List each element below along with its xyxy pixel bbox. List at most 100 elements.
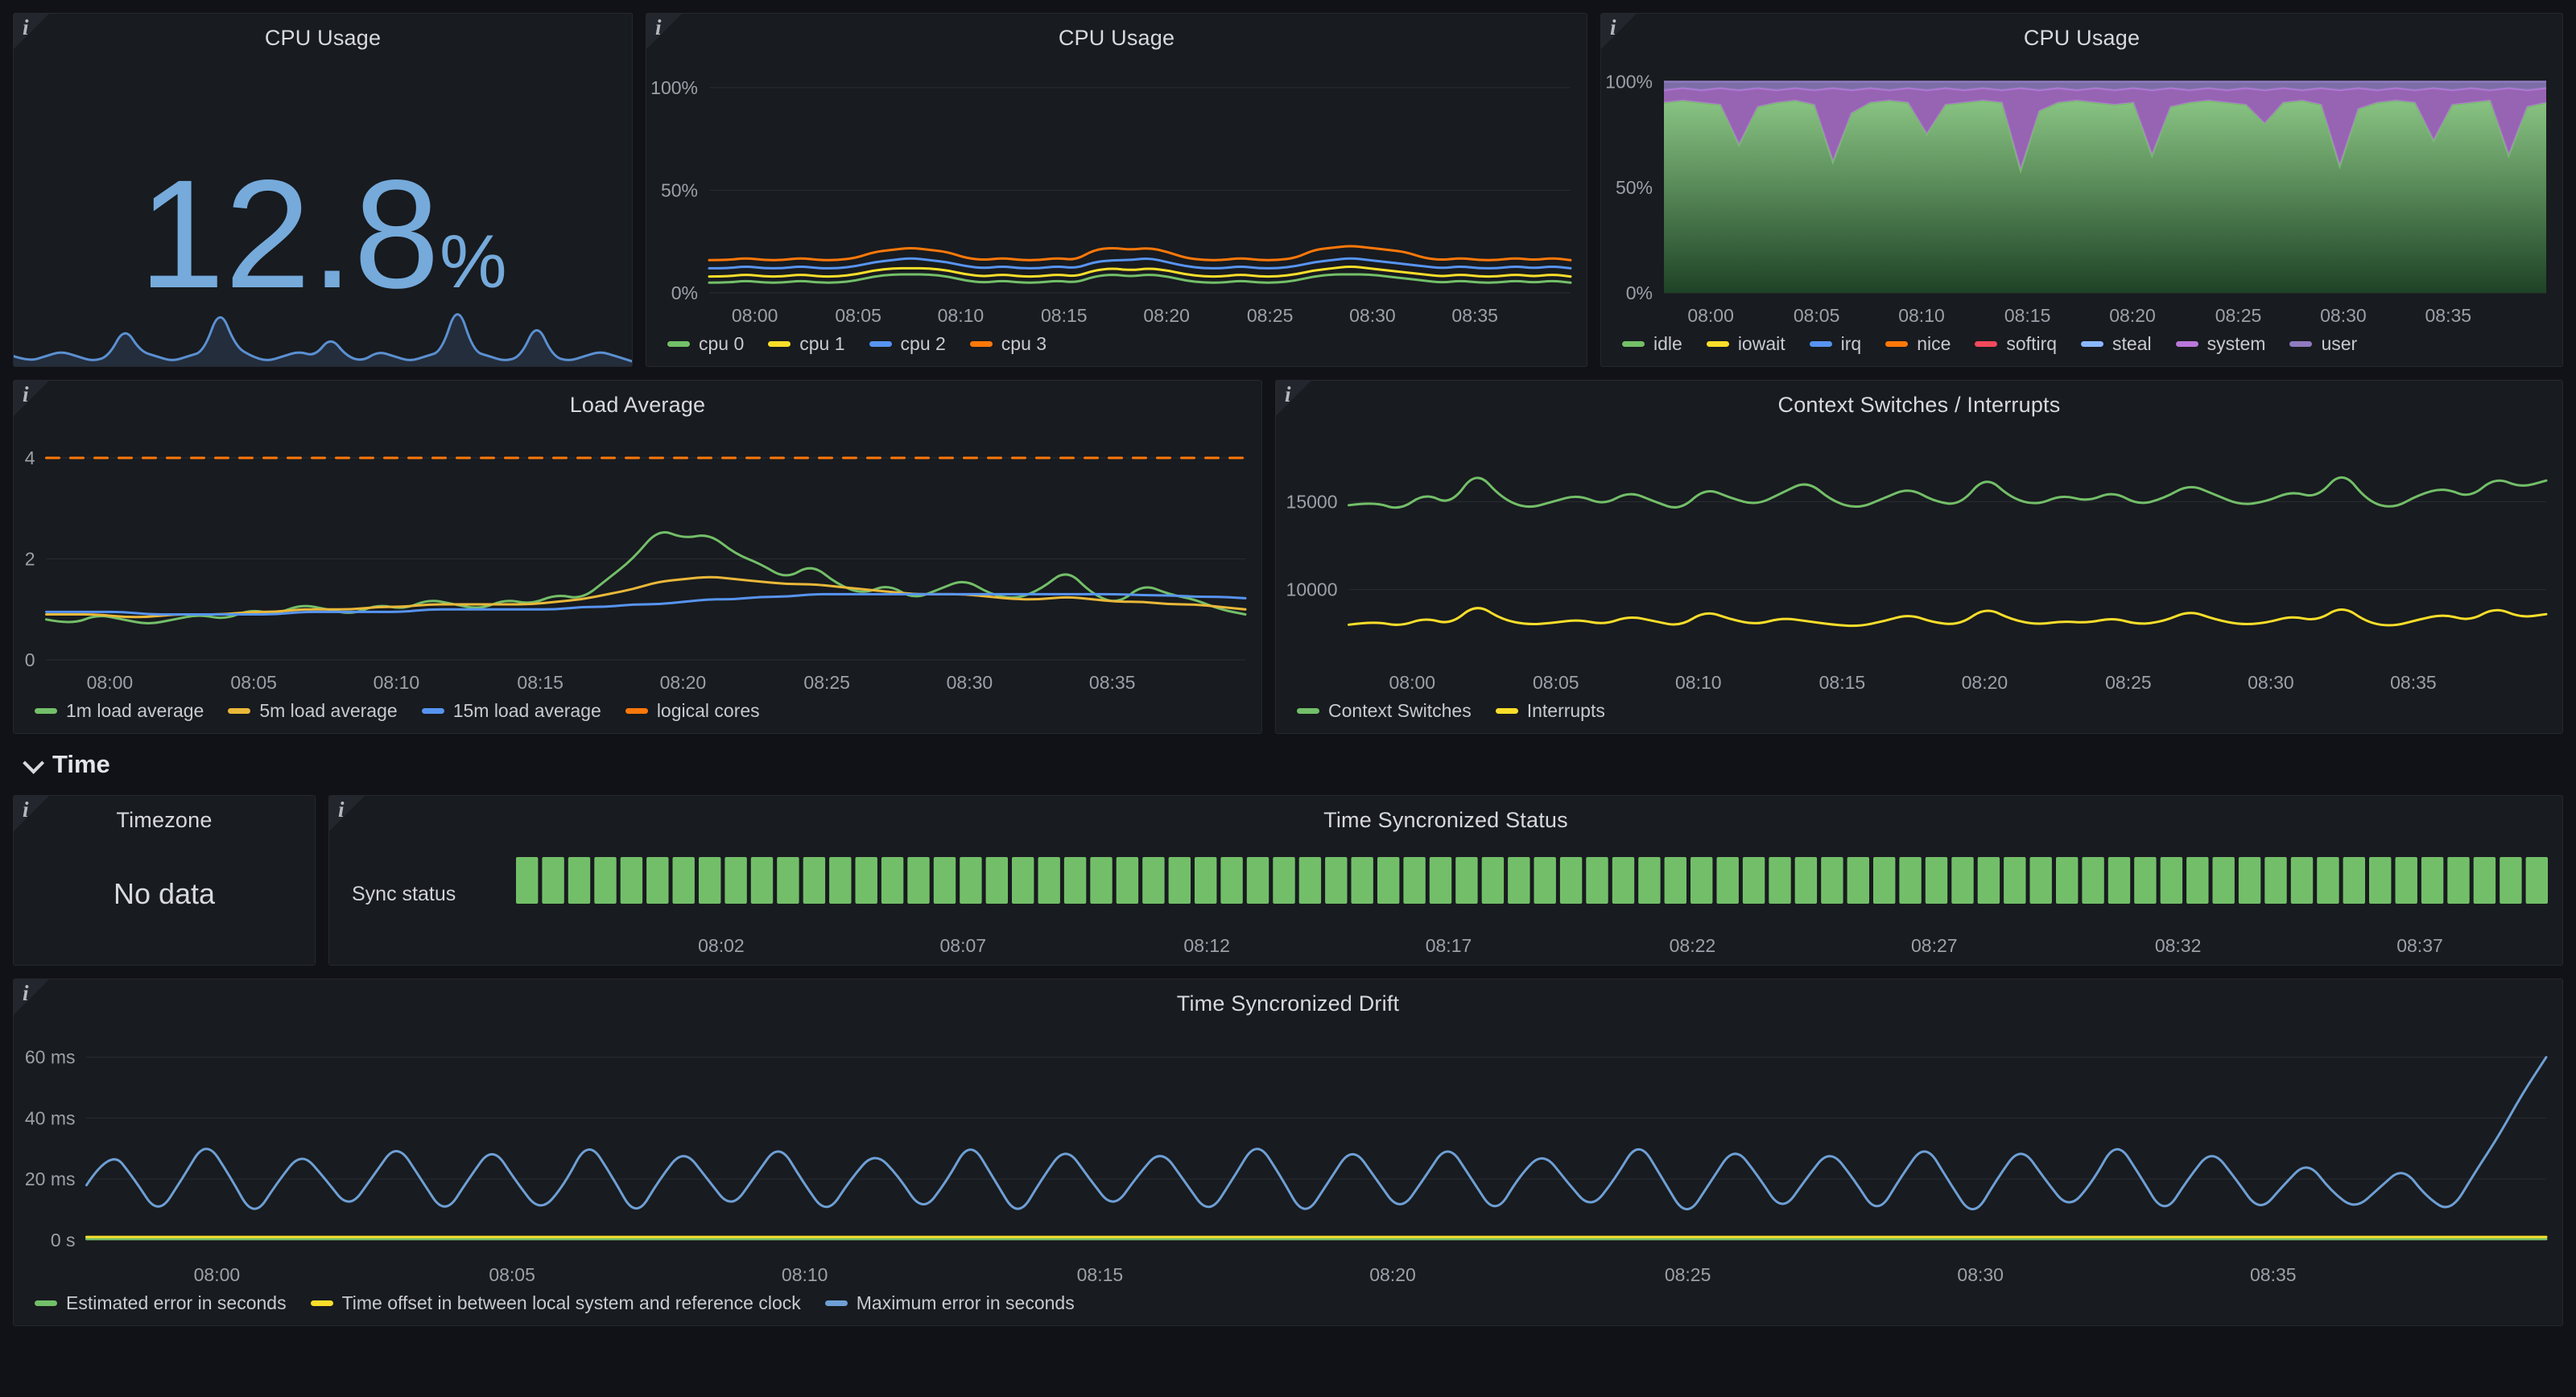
time-drift-chart[interactable]: 0 s 20 ms 40 ms 60 ms 08:00 08:05 08:10 08:15 08…	[14, 1028, 2562, 1289]
panel-info-icon[interactable]	[14, 796, 50, 832]
legend-swatch	[824, 1300, 848, 1306]
legend-swatch	[2289, 341, 2313, 347]
legend-item[interactable]: irq	[1809, 333, 1862, 355]
legend-item[interactable]: cpu 2	[869, 333, 946, 355]
legend-swatch	[421, 708, 444, 714]
legend-label: cpu 0	[699, 333, 745, 354]
legend-item[interactable]: idle	[1622, 333, 1682, 355]
panel-title: Load Average	[569, 392, 706, 417]
panel-header[interactable]: Timezone	[14, 796, 315, 844]
svg-text:08:35: 08:35	[2250, 1264, 2297, 1285]
panel-info-icon[interactable]	[14, 381, 50, 417]
svg-text:40 ms: 40 ms	[25, 1107, 76, 1128]
legend-label: system	[2207, 333, 2266, 354]
panel-title: Time Syncronized Status	[1323, 807, 1568, 832]
svg-text:08:35: 08:35	[1089, 672, 1136, 693]
panel-info-icon[interactable]	[14, 14, 50, 50]
panel-info-icon[interactable]	[329, 796, 365, 832]
legend-item[interactable]: nice	[1885, 333, 1951, 355]
svg-text:20 ms: 20 ms	[25, 1168, 76, 1189]
section-time-toggle[interactable]: Time	[13, 747, 2563, 782]
timezone-panel-body: No data	[14, 844, 315, 965]
panel-info-icon[interactable]	[646, 14, 683, 50]
panel-header[interactable]: Context Switches / Interrupts	[1276, 381, 2562, 429]
panel-info-icon[interactable]	[14, 979, 50, 1016]
chart-panel-body: 10000 15000 08:00 08:05 08:10 08:15 08:20 08:25…	[1276, 429, 2562, 697]
chart-legend: Estimated error in seconds Time offset in…	[14, 1289, 2562, 1325]
legend-item[interactable]: Time offset in between local system and …	[310, 1292, 801, 1314]
legend-item[interactable]: 1m load average	[35, 700, 204, 722]
sync-status-row-label: Sync status	[352, 882, 456, 905]
legend-label: softirq	[2006, 333, 2058, 354]
cpu-usage-sparkline[interactable]	[14, 292, 632, 366]
svg-text:08:10: 08:10	[782, 1264, 828, 1285]
cpu_stack-svg: 0% 50% 100% 08:00 08:05 08:10 08:15 08:20 08:25 0…	[1605, 72, 2547, 326]
sync-status-history[interactable]: 08:02 08:07 08:12 08:17 08:22 08:27 08:32 08:37	[511, 844, 2562, 965]
chevron-down-icon	[23, 752, 45, 774]
svg-text:08:00: 08:00	[732, 305, 778, 326]
legend-swatch	[1495, 708, 1518, 714]
panel-title: CPU Usage	[1058, 25, 1175, 50]
legend-item[interactable]: Interrupts	[1495, 700, 1605, 722]
context-switches-chart[interactable]: 10000 15000 08:00 08:05 08:10 08:15 08:20 08:25…	[1276, 429, 2562, 697]
sync-svg: 08:02 08:07 08:12 08:17 08:22 08:27 08:32 08:37	[516, 857, 2548, 956]
legend-swatch	[1809, 341, 1832, 347]
legend-swatch	[310, 1300, 333, 1306]
stat-value: 12.8%	[14, 157, 632, 311]
panel-load-average: i Load Average 0 2 4 08:00 08:05 08:10 08:15 08…	[13, 380, 1262, 734]
legend-item[interactable]: Estimated error in seconds	[35, 1292, 287, 1314]
legend-item[interactable]: steal	[2081, 333, 2152, 355]
panel-header[interactable]: Time Syncronized Drift	[14, 979, 2562, 1028]
svg-text:08:05: 08:05	[1533, 672, 1579, 693]
legend-item[interactable]: 15m load average	[421, 700, 601, 722]
panel-header[interactable]: Time Syncronized Status	[329, 796, 2562, 844]
legend-item[interactable]: cpu 0	[667, 333, 744, 355]
legend-item[interactable]: iowait	[1706, 333, 1785, 355]
legend-label: Time offset in between local system and …	[341, 1292, 801, 1313]
svg-text:08:25: 08:25	[2215, 305, 2262, 326]
legend-item[interactable]: Context Switches	[1297, 700, 1472, 722]
legend-item[interactable]: Maximum error in seconds	[824, 1292, 1075, 1314]
legend-item[interactable]: logical cores	[625, 700, 760, 722]
panel-info-icon[interactable]	[1276, 381, 1312, 417]
legend-label: cpu 2	[900, 333, 946, 354]
load-svg: 0 2 4 08:00 08:05 08:10 08:15 08:20 08:25 08:30 08…	[25, 447, 1247, 693]
svg-text:08:20: 08:20	[1962, 672, 2008, 693]
panel-info-icon[interactable]	[1601, 14, 1637, 50]
dashboard-row-2: i Load Average 0 2 4 08:00 08:05 08:10 08:15 08…	[13, 380, 2563, 734]
legend-item[interactable]: cpu 3	[969, 333, 1047, 355]
svg-text:08:30: 08:30	[2320, 305, 2367, 326]
svg-text:08:00: 08:00	[1687, 305, 1734, 326]
svg-text:08:17: 08:17	[1426, 935, 1472, 956]
legend-label: idle	[1653, 333, 1682, 354]
panel-cpu-usage-stacked: i CPU Usage 0% 50% 100% 08:00 08:05 08:10 08:1…	[1600, 13, 2563, 367]
legend-label: iowait	[1737, 333, 1785, 354]
svg-text:08:05: 08:05	[1794, 305, 1840, 326]
chart-panel-body: 0 2 4 08:00 08:05 08:10 08:15 08:20 08:25 08:30 08…	[14, 429, 1261, 697]
svg-text:08:32: 08:32	[2155, 935, 2202, 956]
panel-header[interactable]: Load Average	[14, 381, 1261, 429]
legend-item[interactable]: system	[2175, 333, 2266, 355]
no-data-message: No data	[113, 877, 216, 910]
load-average-chart[interactable]: 0 2 4 08:00 08:05 08:10 08:15 08:20 08:25 08:30 08…	[14, 429, 1261, 697]
legend-label: irq	[1840, 333, 1862, 354]
legend-item[interactable]: user	[2289, 333, 2357, 355]
svg-text:100%: 100%	[1605, 72, 1653, 93]
legend-item[interactable]: cpu 1	[768, 333, 845, 355]
legend-label: Maximum error in seconds	[856, 1292, 1075, 1313]
panel-cpu-usage-lines: i CPU Usage 0% 50% 100% 08:00 08:05 08:10 08:1…	[646, 13, 1587, 367]
cpu-per-core-chart[interactable]: 0% 50% 100% 08:00 08:05 08:10 08:15 08:20 08:25 0…	[646, 62, 1587, 330]
panel-header[interactable]: CPU Usage	[1601, 14, 2562, 62]
legend-label: user	[2321, 333, 2358, 354]
legend-item[interactable]: 5m load average	[228, 700, 398, 722]
svg-text:08:35: 08:35	[1451, 305, 1498, 326]
svg-text:08:20: 08:20	[1143, 305, 1190, 326]
cpu-mode-stacked-chart[interactable]: 0% 50% 100% 08:00 08:05 08:10 08:15 08:20 08:25 0…	[1601, 62, 2562, 330]
svg-text:0%: 0%	[671, 282, 698, 303]
panel-title: CPU Usage	[264, 25, 382, 50]
panel-header[interactable]: CPU Usage	[646, 14, 1587, 62]
svg-text:08:05: 08:05	[489, 1264, 535, 1285]
panel-header[interactable]: CPU Usage	[14, 14, 632, 62]
legend-label: cpu 3	[1001, 333, 1047, 354]
legend-item[interactable]: softirq	[1975, 333, 2057, 355]
